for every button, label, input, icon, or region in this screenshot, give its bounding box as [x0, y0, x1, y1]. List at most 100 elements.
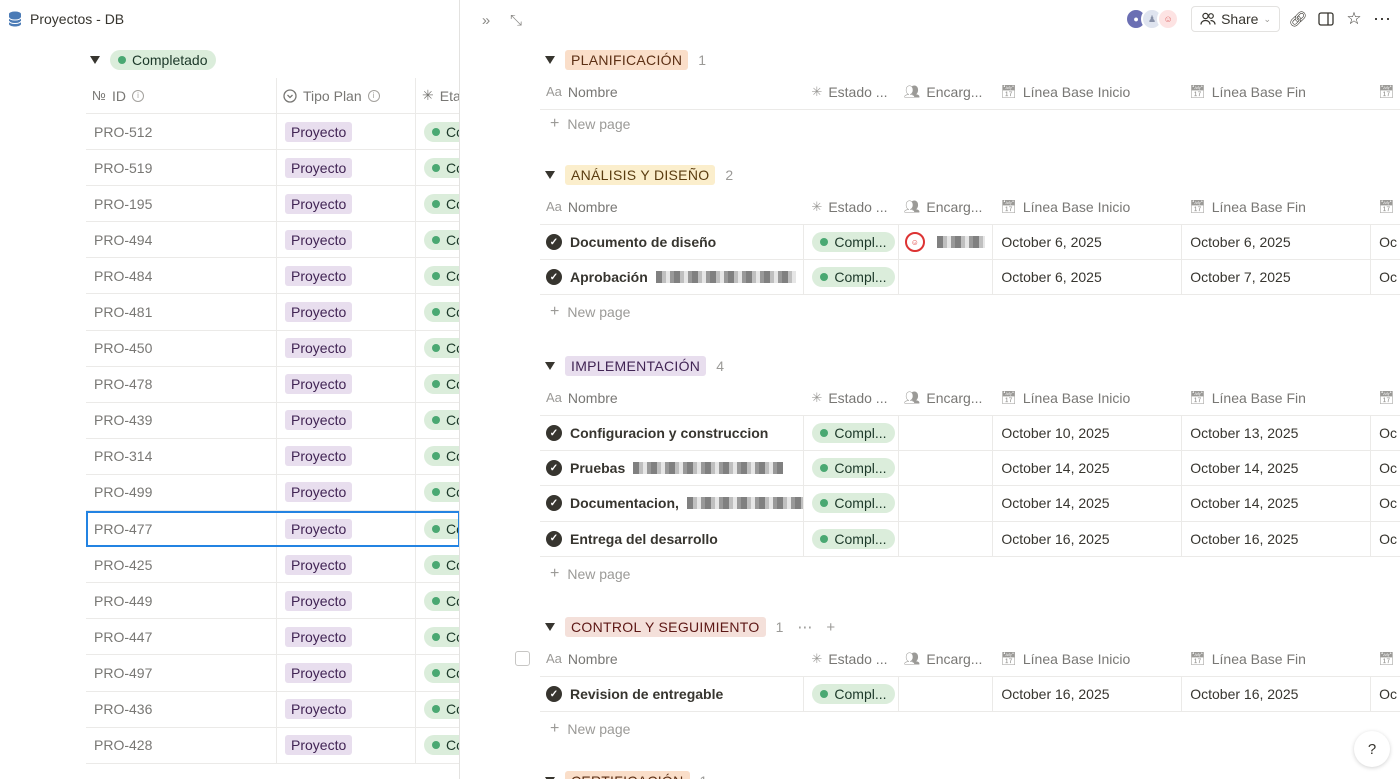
layout-icon[interactable]	[1316, 9, 1336, 29]
row-fin[interactable]: October 6, 2025	[1181, 225, 1370, 260]
row-fin[interactable]: October 7, 2025	[1181, 260, 1370, 295]
row-encargado[interactable]	[897, 486, 992, 521]
row-status[interactable]: Compl...	[803, 451, 897, 486]
table-row[interactable]: PRO-449 Proyecto Com	[86, 583, 460, 620]
expand-icon[interactable]: ⤡	[509, 11, 522, 29]
row-encargado[interactable]: ☺	[897, 225, 992, 260]
row-inicio[interactable]: October 6, 2025	[992, 260, 1181, 295]
row-encargado[interactable]	[897, 677, 992, 712]
table-row[interactable]: PRO-314 Proyecto Com	[86, 438, 460, 475]
column-header-inicio[interactable]: 📅︎ Línea Base Inicio	[1000, 389, 1131, 406]
row-plan[interactable]: Proyecto	[276, 186, 415, 222]
row-status[interactable]: Compl...	[803, 260, 897, 295]
row-last[interactable]: Oc	[1370, 521, 1400, 556]
row-plan[interactable]: Proyecto	[276, 330, 415, 366]
row-id[interactable]: PRO-478	[94, 376, 153, 393]
column-header-more[interactable]: 📅︎	[1370, 380, 1400, 415]
column-header-encargado[interactable]: 👥︎ Encarg...	[903, 389, 983, 406]
table-row[interactable]: PRO-484 Proyecto Com	[86, 258, 460, 295]
row-status[interactable]: Com	[415, 294, 460, 330]
row-status[interactable]: Com	[415, 114, 460, 150]
star-icon[interactable]: ☆	[1346, 9, 1362, 28]
row-id[interactable]: PRO-195	[94, 195, 153, 212]
row-fin[interactable]: October 14, 2025	[1181, 486, 1370, 521]
row-status[interactable]: Com	[415, 619, 460, 655]
row-name[interactable]: ✓ Documentacion,	[540, 486, 804, 520]
row-status[interactable]: Com	[415, 511, 460, 547]
column-header-nombre[interactable]: Aa Nombre	[546, 83, 618, 100]
column-header-estado[interactable]: ✳ Eta	[415, 77, 460, 114]
row-name[interactable]: ✓ Pruebas	[540, 451, 803, 485]
column-header-nombre[interactable]: Aa Nombre	[546, 198, 618, 215]
row-plan[interactable]: Proyecto	[276, 474, 415, 511]
collapse-toggle-icon[interactable]	[545, 777, 555, 779]
column-header-estado[interactable]: ✳ Estado ...	[811, 198, 888, 215]
new-page-button[interactable]: + New page	[550, 115, 631, 132]
row-id[interactable]: PRO-499	[94, 484, 153, 501]
row-status[interactable]: Compl...	[803, 677, 897, 712]
row-fin[interactable]: October 14, 2025	[1181, 451, 1370, 486]
table-row[interactable]: ✓ Configuracion y construccion Compl... O…	[540, 416, 1400, 452]
info-icon[interactable]: i	[131, 89, 144, 102]
row-name[interactable]: ✓ Documento de diseño	[540, 225, 803, 259]
collaborators[interactable]: ● ♟ ☺	[1125, 8, 1180, 30]
group-header[interactable]: PLANIFICACIÓN 1	[540, 49, 1400, 71]
add-icon[interactable]: +	[826, 618, 836, 636]
row-id[interactable]: PRO-439	[94, 412, 153, 429]
row-status[interactable]: Com	[415, 691, 460, 727]
column-header-fin[interactable]: 📅︎ Línea Base Fin	[1189, 198, 1306, 215]
row-id[interactable]: PRO-425	[94, 556, 153, 573]
table-row[interactable]: ✓ Documento de diseño Compl... ☺ October …	[540, 225, 1400, 261]
link-icon[interactable]: 🔗︎	[1288, 11, 1308, 28]
avatar[interactable]: ☺	[1157, 8, 1180, 30]
close-peek-icon[interactable]: »	[481, 11, 491, 29]
column-header-more[interactable]: 📅︎	[1370, 641, 1400, 676]
row-last[interactable]: Oc	[1370, 486, 1400, 521]
row-status[interactable]: Com	[415, 150, 460, 186]
row-inicio[interactable]: October 10, 2025	[992, 416, 1181, 451]
info-icon[interactable]: i	[367, 89, 380, 102]
column-header-more[interactable]: 📅︎	[1370, 74, 1400, 109]
row-id[interactable]: PRO-436	[94, 701, 153, 718]
table-row[interactable]: ✓ Documentacion, Compl... October 14, 202…	[540, 486, 1400, 522]
row-plan[interactable]: Proyecto	[276, 619, 415, 655]
row-plan[interactable]: Proyecto	[276, 691, 415, 727]
row-name[interactable]: ✓ Aprobación	[540, 260, 803, 294]
column-header-tipo-plan[interactable]: Tipo Plan i	[276, 77, 415, 114]
group-header[interactable]: CERTIFICACIÓN 1	[540, 770, 1400, 779]
row-id[interactable]: PRO-314	[94, 448, 153, 465]
row-status[interactable]: Com	[415, 727, 460, 763]
collapse-toggle-icon[interactable]	[90, 56, 100, 64]
table-row[interactable]: PRO-494 Proyecto Com	[86, 222, 460, 259]
row-status[interactable]: Compl...	[803, 225, 897, 260]
row-id[interactable]: PRO-450	[94, 340, 153, 357]
row-id[interactable]: PRO-484	[94, 267, 153, 284]
column-header-fin[interactable]: 📅︎ Línea Base Fin	[1189, 650, 1306, 667]
row-id[interactable]: PRO-512	[94, 123, 153, 140]
db-breadcrumb[interactable]: Proyectos - DB	[8, 9, 124, 29]
row-inicio[interactable]: October 14, 2025	[992, 451, 1181, 486]
row-inicio[interactable]: October 16, 2025	[992, 521, 1181, 556]
row-name[interactable]: ✓ Entrega del desarrollo	[540, 522, 803, 556]
table-row[interactable]: PRO-499 Proyecto Com	[86, 474, 460, 512]
row-fin[interactable]: October 16, 2025	[1181, 521, 1370, 556]
row-encargado[interactable]	[897, 521, 992, 556]
help-button[interactable]: ?	[1354, 731, 1390, 767]
row-name[interactable]: ✓ Revision de entregable	[540, 677, 803, 711]
table-row[interactable]: PRO-436 Proyecto Com	[86, 691, 460, 728]
group-header[interactable]: IMPLEMENTACIÓN 4	[540, 355, 1400, 377]
table-row[interactable]: PRO-477 Proyecto Com	[86, 511, 460, 548]
row-status[interactable]: Compl...	[803, 521, 897, 556]
table-row[interactable]: PRO-425 Proyecto Com	[86, 547, 460, 584]
column-header-encargado[interactable]: 👥︎ Encarg...	[903, 198, 983, 215]
collapse-toggle-icon[interactable]	[545, 56, 555, 64]
row-id[interactable]: PRO-497	[94, 664, 153, 681]
table-row[interactable]: PRO-519 Proyecto Com	[86, 150, 460, 187]
table-row[interactable]: PRO-195 Proyecto Com	[86, 186, 460, 223]
row-status[interactable]: Compl...	[803, 486, 897, 521]
table-row[interactable]: PRO-439 Proyecto Com	[86, 402, 460, 439]
row-status[interactable]: Com	[415, 547, 460, 583]
table-row[interactable]: ✓ Revision de entregable Compl... October…	[540, 677, 1400, 713]
row-plan[interactable]: Proyecto	[276, 114, 415, 150]
row-status[interactable]: Com	[415, 438, 460, 474]
